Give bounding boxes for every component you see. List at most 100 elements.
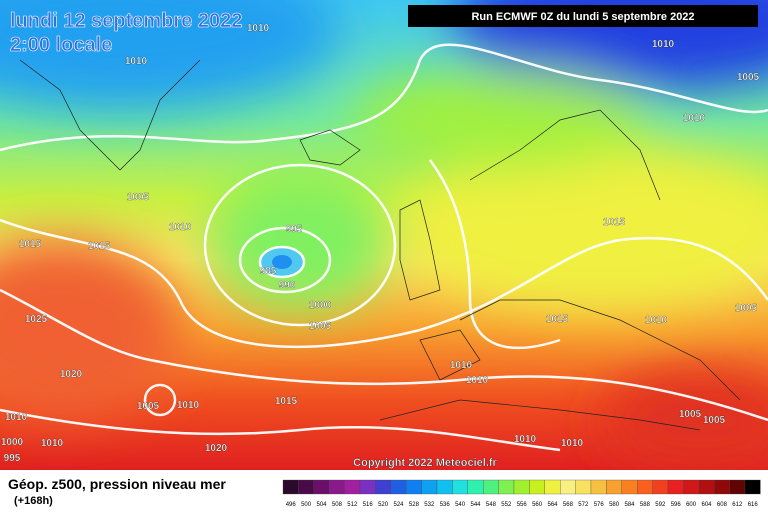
isobar-label: 1005 bbox=[737, 72, 760, 83]
legend-swatch bbox=[667, 479, 684, 495]
legend-swatch bbox=[390, 479, 407, 495]
legend-swatch bbox=[359, 479, 376, 495]
isobar-label: 1010 bbox=[125, 56, 148, 67]
legend-value: 600 bbox=[686, 502, 697, 508]
legend-swatch bbox=[483, 479, 499, 495]
legend-swatch bbox=[652, 479, 669, 495]
legend-swatch bbox=[282, 479, 299, 495]
isobar-label: 1005 bbox=[309, 321, 332, 332]
isobar-label: 1010 bbox=[683, 113, 706, 124]
isobar-label: 1010 bbox=[5, 412, 28, 423]
legend-swatch bbox=[344, 479, 361, 495]
legend-value: 564 bbox=[547, 502, 558, 508]
isobar-label: 1010 bbox=[652, 39, 675, 50]
legend-value: 612 bbox=[732, 502, 743, 508]
legend-value: 500 bbox=[301, 502, 312, 508]
legend-swatch bbox=[436, 479, 453, 495]
date: lundi 12 septembre 2022 bbox=[10, 10, 242, 32]
legend-swatch bbox=[698, 479, 715, 495]
legend-swatch bbox=[421, 479, 438, 495]
legend-swatch bbox=[313, 479, 330, 495]
legend-value: 544 bbox=[470, 502, 481, 508]
legend-value: 588 bbox=[640, 502, 651, 508]
legend-value: 552 bbox=[501, 502, 512, 508]
legend-value: 548 bbox=[486, 502, 497, 508]
legend-value: 532 bbox=[424, 502, 435, 508]
legend-value: 496 bbox=[286, 502, 297, 508]
legend-value: 540 bbox=[455, 502, 466, 508]
isobar-label: 1020 bbox=[205, 443, 228, 454]
legend-swatch bbox=[560, 479, 576, 495]
legend-swatch bbox=[744, 479, 761, 495]
legend-value: 576 bbox=[594, 502, 605, 508]
isobar-label: 1015 bbox=[603, 217, 626, 228]
legend-swatch bbox=[590, 479, 607, 495]
legend-value: 608 bbox=[717, 502, 728, 508]
legend-swatch bbox=[406, 479, 422, 495]
legend-value: 504 bbox=[316, 502, 327, 508]
footer-lead: (+168h) bbox=[14, 495, 53, 507]
footer-title: Géop. z500, pression niveau mer bbox=[8, 476, 226, 492]
legend-swatch bbox=[637, 479, 653, 495]
isobar-label: 1000 bbox=[309, 300, 332, 311]
isobar-label: 1010 bbox=[247, 23, 270, 34]
isobar-label: 1010 bbox=[169, 222, 192, 233]
legend-value: 596 bbox=[671, 502, 682, 508]
legend-swatch bbox=[575, 479, 592, 495]
legend-swatch bbox=[714, 479, 730, 495]
isobar-label: 1015 bbox=[19, 239, 42, 250]
legend-swatch bbox=[375, 479, 391, 495]
run-info: Run ECMWF 0Z du lundi 5 septembre 2022 bbox=[471, 11, 694, 23]
legend-swatch bbox=[529, 479, 545, 495]
isobar-label: 1005 bbox=[137, 401, 160, 412]
legend-value: 592 bbox=[655, 502, 666, 508]
isobar-label: 1010 bbox=[466, 375, 489, 386]
legend-value: 508 bbox=[332, 502, 343, 508]
legend-value: 584 bbox=[624, 502, 635, 508]
legend-value: 520 bbox=[378, 502, 389, 508]
legend-value: 616 bbox=[748, 502, 759, 508]
isobar-label: 1025 bbox=[25, 314, 48, 325]
isobar-label: 1010 bbox=[177, 400, 200, 411]
legend-value: 524 bbox=[393, 502, 404, 508]
legend-swatch bbox=[729, 479, 746, 495]
legend-swatch bbox=[467, 479, 484, 495]
legend-value: 512 bbox=[347, 502, 358, 508]
legend-value: 536 bbox=[440, 502, 451, 508]
isobar-label: 985 bbox=[260, 266, 277, 277]
legend-swatch bbox=[452, 479, 468, 495]
isobar-label: 1015 bbox=[88, 241, 111, 252]
isobar-label: 1005 bbox=[703, 415, 726, 426]
isobar-label: 1015 bbox=[275, 396, 298, 407]
legend-value: 516 bbox=[363, 502, 374, 508]
time: 2:00 locale bbox=[10, 34, 112, 56]
isobar-label: 1005 bbox=[679, 409, 702, 420]
legend-swatch bbox=[621, 479, 638, 495]
legend-value: 528 bbox=[409, 502, 420, 508]
legend-swatch bbox=[498, 479, 515, 495]
copyright: Copyright 2022 Meteociel.fr bbox=[353, 457, 497, 469]
isobar-label: 1010 bbox=[450, 360, 473, 371]
isobar-label: 990 bbox=[279, 280, 296, 291]
isobar-label: 1000 bbox=[1, 437, 24, 448]
isobar-label: 1010 bbox=[41, 438, 64, 449]
isobar-label: 1015 bbox=[546, 314, 569, 325]
legend-value: 572 bbox=[578, 502, 589, 508]
legend-value: 560 bbox=[532, 502, 543, 508]
isobar-label: 995 bbox=[286, 224, 303, 235]
run-banner bbox=[408, 5, 758, 27]
legend-swatch bbox=[606, 479, 622, 495]
isobar-label: 1010 bbox=[561, 438, 584, 449]
legend-value: 568 bbox=[563, 502, 574, 508]
isobar-label: 1010 bbox=[645, 315, 668, 326]
isobar-label: 995 bbox=[4, 453, 21, 464]
map-background bbox=[0, 0, 768, 470]
legend-swatch bbox=[298, 479, 314, 495]
legend-value: 556 bbox=[517, 502, 528, 508]
isobar-label: 1005 bbox=[127, 192, 150, 203]
legend-value: 580 bbox=[609, 502, 620, 508]
isobar-label: 1010 bbox=[514, 434, 537, 445]
legend-swatch bbox=[683, 479, 699, 495]
legend-swatch bbox=[513, 479, 530, 495]
